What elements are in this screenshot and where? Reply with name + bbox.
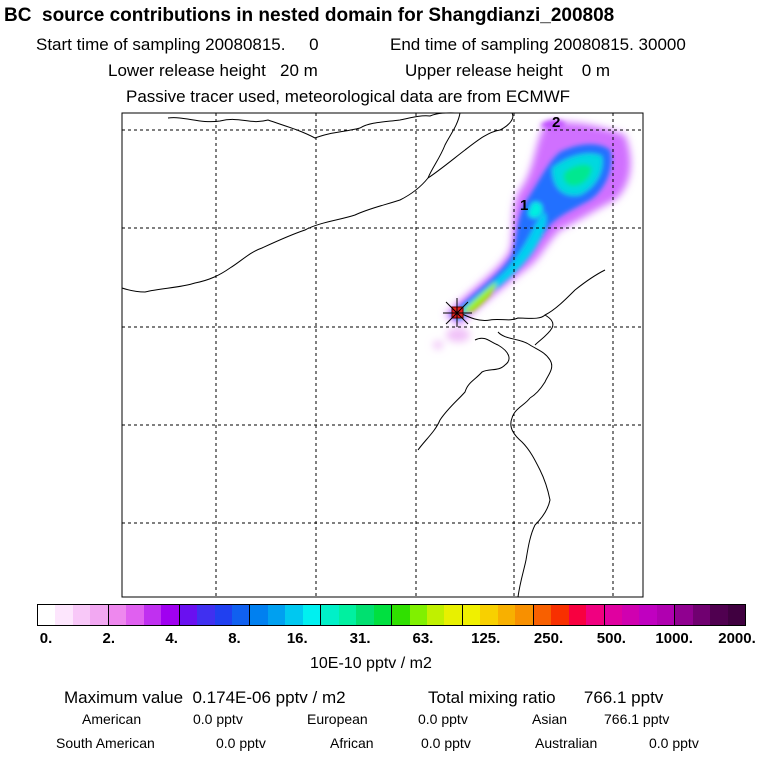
colorbar-swatch bbox=[179, 605, 198, 625]
map-frame bbox=[121, 112, 644, 598]
asian-label: Asian bbox=[532, 711, 568, 727]
colorbar-tick-label: 500. bbox=[596, 630, 626, 647]
colorbar-swatch bbox=[604, 605, 622, 625]
colorbar-swatch bbox=[250, 605, 268, 625]
coastlines bbox=[121, 112, 606, 598]
european-value: 0.0 pptv bbox=[418, 711, 468, 727]
colorbar-swatch bbox=[727, 605, 746, 625]
colorbar-swatch bbox=[426, 605, 445, 625]
colorbar-swatch bbox=[692, 605, 711, 625]
figure-title: BC source contributions in nested domain… bbox=[4, 5, 615, 26]
plume-label-1: 1 bbox=[520, 197, 528, 214]
colorbar-tick-label: 63. bbox=[412, 630, 434, 647]
colorbar-swatch bbox=[710, 605, 728, 625]
african-value: 0.0 pptv bbox=[421, 735, 471, 751]
colorbar-swatch bbox=[321, 605, 339, 625]
colorbar-swatch bbox=[55, 605, 73, 625]
colorbar-tick-label: 31. bbox=[349, 630, 371, 647]
colorbar-swatch bbox=[126, 605, 144, 625]
colorbar-tick-label: 16. bbox=[286, 630, 308, 647]
colorbar-tick-label: 2000. bbox=[718, 630, 756, 647]
colorbar-swatch bbox=[373, 605, 393, 625]
colorbar-swatch bbox=[444, 605, 463, 625]
south-american-value: 0.0 pptv bbox=[216, 735, 266, 751]
maximum-value: Maximum value 0.174E-06 pptv / m2 bbox=[64, 688, 346, 707]
colorbar-swatch bbox=[285, 605, 303, 625]
colorbar-tick-label: 0. bbox=[39, 630, 53, 647]
colorbar-swatch bbox=[568, 605, 587, 625]
colorbar-swatch bbox=[656, 605, 676, 625]
total-mixing-ratio: Total mixing ratio 766.1 pptv bbox=[428, 688, 664, 707]
american-value: 0.0 pptv bbox=[193, 711, 243, 727]
end-time: End time of sampling 20080815. 30000 bbox=[390, 35, 686, 54]
colorbar-swatch bbox=[392, 605, 410, 625]
african-label: African bbox=[330, 735, 374, 751]
colorbar-units: 10E-10 pptv / m2 bbox=[310, 655, 432, 672]
colorbar-swatch bbox=[267, 605, 286, 625]
lower-release-height: Lower release height 20 m bbox=[108, 61, 318, 80]
plume-label-2: 2 bbox=[552, 114, 560, 131]
colorbar-tick-label: 8. bbox=[228, 630, 241, 647]
colorbar-tick-label: 125. bbox=[471, 630, 501, 647]
start-time: Start time of sampling 20080815. 0 bbox=[36, 35, 319, 54]
colorbar-swatch bbox=[533, 605, 552, 625]
colorbar-swatch bbox=[90, 605, 109, 625]
tracer-note: Passive tracer used, meteorological data… bbox=[126, 87, 571, 106]
colorbar-swatch bbox=[497, 605, 516, 625]
colorbar-swatch bbox=[639, 605, 657, 625]
colorbar-swatch bbox=[143, 605, 162, 625]
american-label: American bbox=[82, 711, 142, 727]
colorbar-swatch bbox=[409, 605, 427, 625]
colorbar-swatch bbox=[302, 605, 322, 625]
colorbar-swatch bbox=[551, 605, 569, 625]
colorbar-swatch bbox=[675, 605, 693, 625]
colorbar-swatch bbox=[72, 605, 91, 625]
australian-label: Australian bbox=[535, 735, 598, 751]
colorbar-swatch bbox=[161, 605, 180, 625]
colorbar-swatch bbox=[621, 605, 640, 625]
colorbar-swatch bbox=[338, 605, 357, 625]
upper-release-height: Upper release height 0 m bbox=[405, 61, 611, 80]
colorbar-tick-label: 4. bbox=[165, 630, 178, 647]
european-label: European bbox=[307, 711, 368, 727]
colorbar-swatch bbox=[480, 605, 498, 625]
colorbar-swatch bbox=[214, 605, 232, 625]
colorbar-swatch bbox=[108, 605, 127, 625]
colorbar-swatch bbox=[197, 605, 215, 625]
colorbar-swatch bbox=[231, 605, 251, 625]
receptor-cross-icon bbox=[443, 298, 472, 327]
colorbar-swatch bbox=[356, 605, 374, 625]
plume-layer bbox=[433, 119, 631, 349]
lat-lon-grid bbox=[122, 113, 643, 597]
colorbar-tick-label: 1000. bbox=[655, 630, 693, 647]
colorbar-tick-label: 250. bbox=[533, 630, 564, 647]
colorbar-swatch bbox=[515, 605, 534, 625]
colorbar-tick-label: 2. bbox=[102, 630, 116, 647]
asian-value: 766.1 pptv bbox=[604, 711, 670, 727]
colorbar-swatch bbox=[462, 605, 481, 625]
australian-value: 0.0 pptv bbox=[649, 735, 699, 751]
colorbar-swatch bbox=[38, 605, 56, 625]
south-american-label: South American bbox=[56, 735, 155, 751]
colorbar-swatch bbox=[586, 605, 605, 625]
colorbar bbox=[37, 604, 746, 626]
